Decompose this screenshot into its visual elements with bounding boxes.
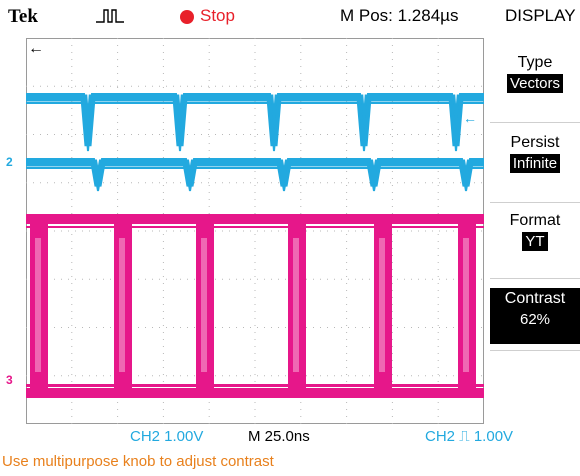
format-value: YT (522, 232, 548, 251)
type-value: Vectors (506, 74, 564, 93)
ch3-ground-marker: 3 (6, 373, 13, 387)
ch2-waveform (26, 93, 484, 192)
type-button[interactable]: Type Vectors (490, 54, 580, 114)
separator (490, 202, 580, 203)
format-label: Format (509, 212, 561, 229)
brand-logo: Tek (8, 6, 38, 27)
ch2-ground-marker: 2 (6, 155, 13, 169)
run-state-label: Stop (200, 6, 235, 25)
scale-readout-bar: CH2 1.00V M 25.0ns CH2 ⎍ 1.00V (0, 426, 580, 446)
graticule-and-waveforms (26, 38, 484, 424)
trigger-level-marker-icon: ← (463, 110, 477, 126)
separator (490, 278, 580, 279)
contrast-label: Contrast (504, 290, 566, 307)
ch3-waveform (26, 214, 484, 398)
run-state-indicator-icon (180, 10, 194, 24)
contrast-button[interactable]: Contrast 62% (490, 288, 580, 344)
status-bar: Tek Stop M Pos: 1.284µs DISPLAY (0, 0, 580, 34)
type-label: Type (517, 54, 553, 71)
separator (490, 122, 580, 123)
trigger-pulse-icon (96, 6, 132, 31)
persist-value: Infinite (509, 154, 561, 173)
persist-button[interactable]: Persist Infinite (490, 134, 580, 194)
position-marker-icon: ← (28, 40, 44, 57)
help-message: Use multipurpose knob to adjust contrast (2, 453, 274, 470)
separator (490, 350, 580, 351)
format-button[interactable]: Format YT (490, 212, 580, 272)
timebase-readout: M 25.0ns (248, 428, 310, 445)
horizontal-position-readout: M Pos: 1.284µs (340, 6, 459, 25)
waveform-display (26, 38, 484, 424)
side-menu: Type Vectors Persist Infinite Format YT … (490, 38, 580, 424)
persist-label: Persist (510, 134, 560, 151)
ch2-scale-readout: CH2 1.00V (130, 428, 204, 445)
contrast-value: 62% (516, 310, 554, 329)
trigger-readout: CH2 ⎍ 1.00V (425, 428, 514, 445)
menu-title: DISPLAY (505, 6, 576, 25)
